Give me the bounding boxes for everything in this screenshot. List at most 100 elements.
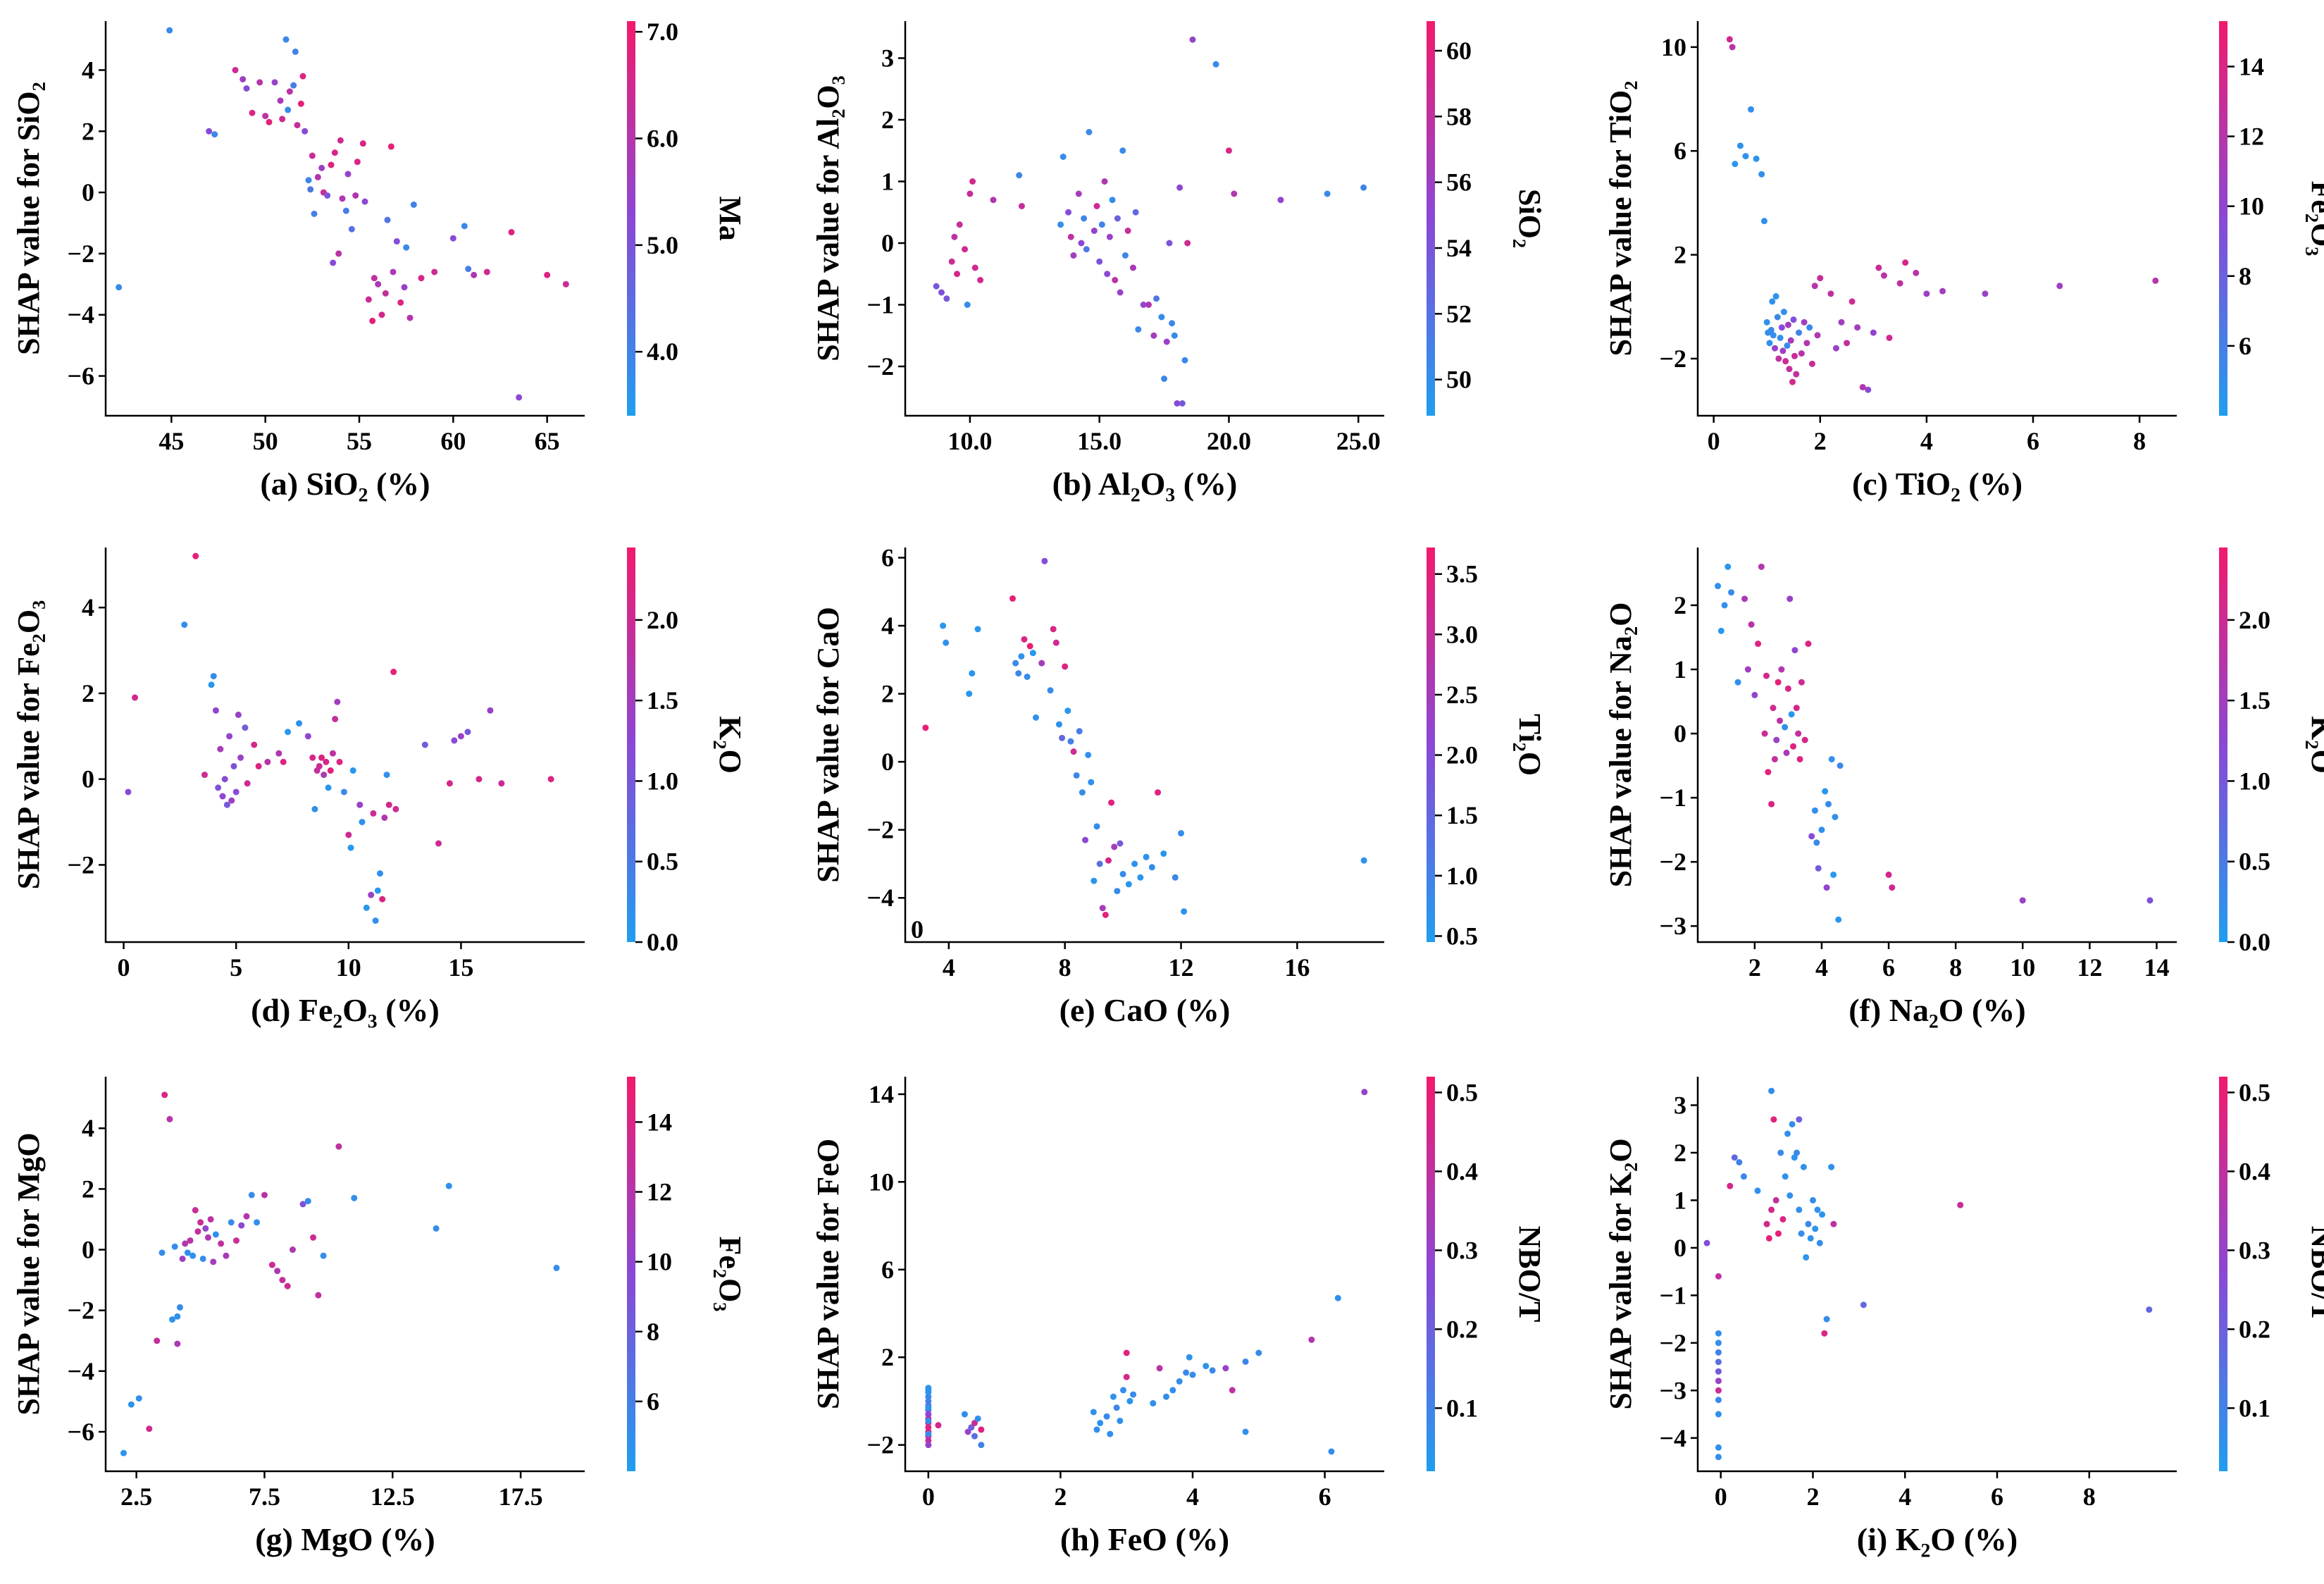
- data-point: [516, 394, 523, 401]
- data-point: [1791, 352, 1798, 359]
- data-point: [1126, 1397, 1133, 1404]
- data-point: [1772, 345, 1779, 352]
- data-point: [1099, 905, 1106, 912]
- data-point: [1818, 827, 1825, 834]
- data-point: [1763, 318, 1770, 326]
- y-tick-label: 10: [1661, 33, 1686, 61]
- data-point: [1105, 857, 1112, 864]
- data-point: [274, 1268, 281, 1275]
- x-tick-label: 15: [448, 953, 473, 982]
- data-point: [431, 268, 438, 276]
- data-point: [553, 1264, 560, 1271]
- y-tick-label: 0: [881, 229, 894, 257]
- data-point: [223, 1252, 230, 1259]
- data-point: [1784, 1130, 1791, 1137]
- data-point: [1148, 864, 1155, 871]
- data-point: [347, 844, 354, 851]
- data-point: [1817, 275, 1824, 282]
- data-point: [1768, 800, 1775, 808]
- y-tick-label: 0: [1674, 719, 1686, 748]
- colorbar-tick-label: 2.0: [647, 606, 678, 634]
- panel-h: 0 2 4 6 −2 2 6 10 14 (h) FeO (%) SHAP value for Fe…: [811, 1077, 1547, 1557]
- y-tick-label: 2: [1674, 241, 1686, 269]
- data-point: [967, 190, 974, 197]
- data-point: [1169, 320, 1176, 327]
- y-tick-label: −1: [866, 291, 894, 319]
- data-point: [1778, 324, 1785, 331]
- data-point: [1798, 1230, 1805, 1237]
- data-point: [974, 1415, 981, 1422]
- data-point: [1748, 621, 1755, 628]
- data-point: [1715, 1411, 1722, 1418]
- x-tick-label: 65: [535, 427, 560, 455]
- data-point: [1830, 1220, 1837, 1227]
- panel-i: 0 2 4 6 8 −4 −3 −2 −1 0 1 2 3 (i) K₂O (%) SHAP value f…: [1603, 1077, 2324, 1557]
- data-point: [363, 904, 370, 911]
- data-point: [1172, 874, 1179, 881]
- data-point: [1038, 660, 1045, 667]
- data-point: [315, 1292, 322, 1299]
- colorbar-tick-label: 1.0: [2239, 767, 2270, 795]
- data-point: [218, 1240, 225, 1247]
- data-point: [1819, 1211, 1826, 1218]
- data-point: [290, 82, 297, 89]
- data-point: [1770, 1116, 1777, 1123]
- data-point: [1064, 707, 1071, 714]
- data-point: [457, 733, 464, 740]
- data-point: [266, 118, 273, 125]
- data-point: [1727, 1182, 1734, 1189]
- x-tick-label: 12: [1169, 953, 1194, 982]
- data-point: [375, 280, 382, 287]
- data-point: [925, 1417, 932, 1424]
- data-point: [208, 681, 215, 688]
- data-point: [382, 290, 389, 297]
- data-point: [1174, 400, 1181, 407]
- data-point: [1131, 860, 1138, 867]
- data-point: [342, 207, 349, 214]
- x-tick-label: 6: [1991, 1483, 2003, 1511]
- data-point: [329, 750, 336, 757]
- data-point: [354, 159, 361, 166]
- data-point: [255, 762, 262, 769]
- data-point: [1179, 400, 1186, 407]
- data-point: [210, 673, 217, 680]
- data-point: [1823, 884, 1830, 891]
- data-point: [1012, 660, 1019, 667]
- data-point: [1726, 36, 1733, 43]
- y-tick-label: 4: [82, 56, 94, 84]
- y-tick-label: 2: [82, 1175, 94, 1203]
- data-point: [1075, 190, 1082, 197]
- colorbar-label: NBO/T: [1512, 1226, 1547, 1323]
- x-tick-label: 12: [2077, 953, 2102, 982]
- data-point: [374, 887, 381, 894]
- data-point: [1830, 871, 1837, 878]
- data-point: [1090, 228, 1098, 234]
- axes-spines-b: [904, 21, 1384, 417]
- data-point: [1755, 641, 1762, 648]
- colorbar-tick-label: 0.4: [1446, 1157, 1478, 1185]
- y-tick-label: 4: [82, 593, 94, 621]
- data-point: [421, 741, 428, 748]
- data-point: [309, 152, 316, 159]
- data-point: [1096, 258, 1103, 265]
- data-point: [1923, 290, 1930, 297]
- colorbar-tick-label: 10: [647, 1248, 672, 1276]
- data-point: [125, 788, 132, 796]
- data-point: [925, 1442, 932, 1449]
- data-point: [1132, 209, 1139, 216]
- data-point: [311, 210, 318, 217]
- colorbar-tick-label: 0.5: [1446, 1078, 1478, 1106]
- colorbar-tick-label: 8: [647, 1318, 659, 1346]
- data-point: [418, 275, 425, 282]
- colorbar-tick-label: 14: [2239, 52, 2264, 80]
- data-point: [403, 244, 410, 251]
- colorbar-tick-label: 0.5: [647, 848, 678, 876]
- x-tick-label: 15.0: [1077, 427, 1121, 455]
- data-point: [1015, 670, 1022, 677]
- data-point: [1822, 788, 1829, 795]
- data-point: [406, 314, 414, 321]
- data-point: [372, 917, 379, 924]
- data-point: [1018, 652, 1025, 660]
- data-point: [1163, 338, 1170, 345]
- x-axis-label: (g) MgO (%): [255, 1521, 435, 1557]
